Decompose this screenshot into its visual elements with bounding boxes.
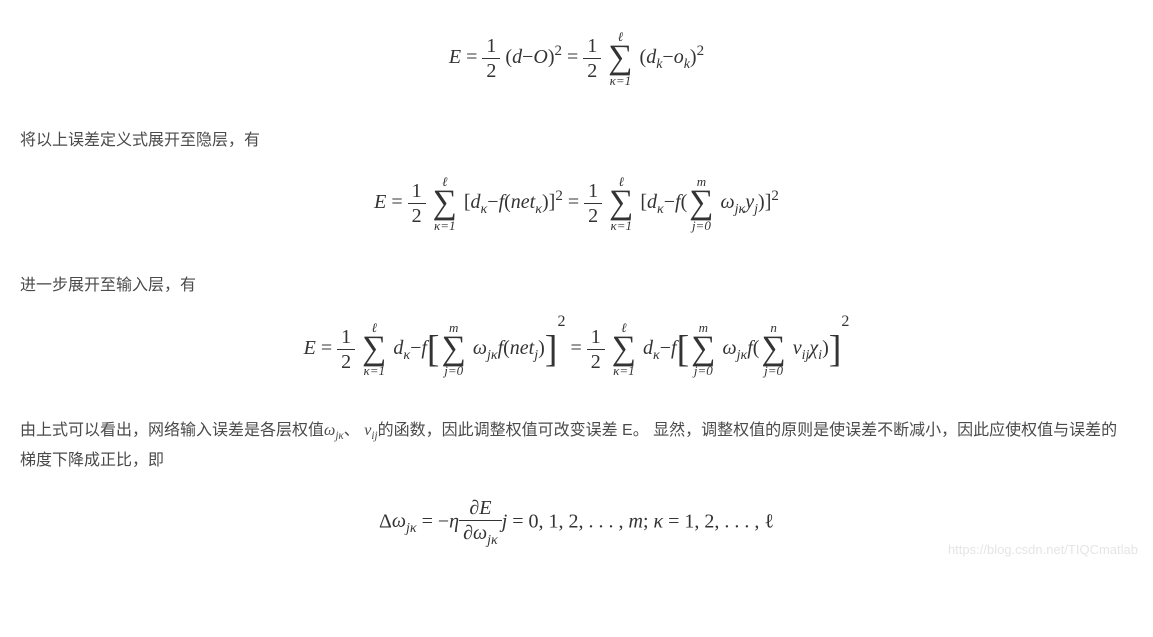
omega-jk-inline: ωjκ <box>324 422 344 439</box>
watermark: https://blog.csdn.net/TIQCmatlab <box>948 538 1138 561</box>
paragraph-1: 将以上误差定义式展开至隐层，有 <box>20 127 1133 156</box>
equation-2: E = 12 ℓ∑κ=1 [dκ−f(netκ)]2 = 12 ℓ∑κ=1 [d… <box>20 175 1133 232</box>
paragraph-2: 进一步展开至输入层，有 <box>20 272 1133 301</box>
equation-1: E = 12 (d−O)2 = 12 ℓ∑κ=1 (dk−ok)2 <box>20 30 1133 87</box>
para3-prefix: 由上式可以看出，网络输入误差是各层权值 <box>20 422 324 439</box>
paragraph-3: 由上式可以看出，网络输入误差是各层权值ωjκ、 vij的函数，因此调整权值可改变… <box>20 417 1133 475</box>
v-ij-inline: vij <box>364 422 377 439</box>
para3-sep: 、 <box>344 422 364 439</box>
equation-3: E = 12 ℓ∑κ=1 dκ−f[m∑j=0 ωjκf(netj)]2 = 1… <box>20 321 1133 378</box>
